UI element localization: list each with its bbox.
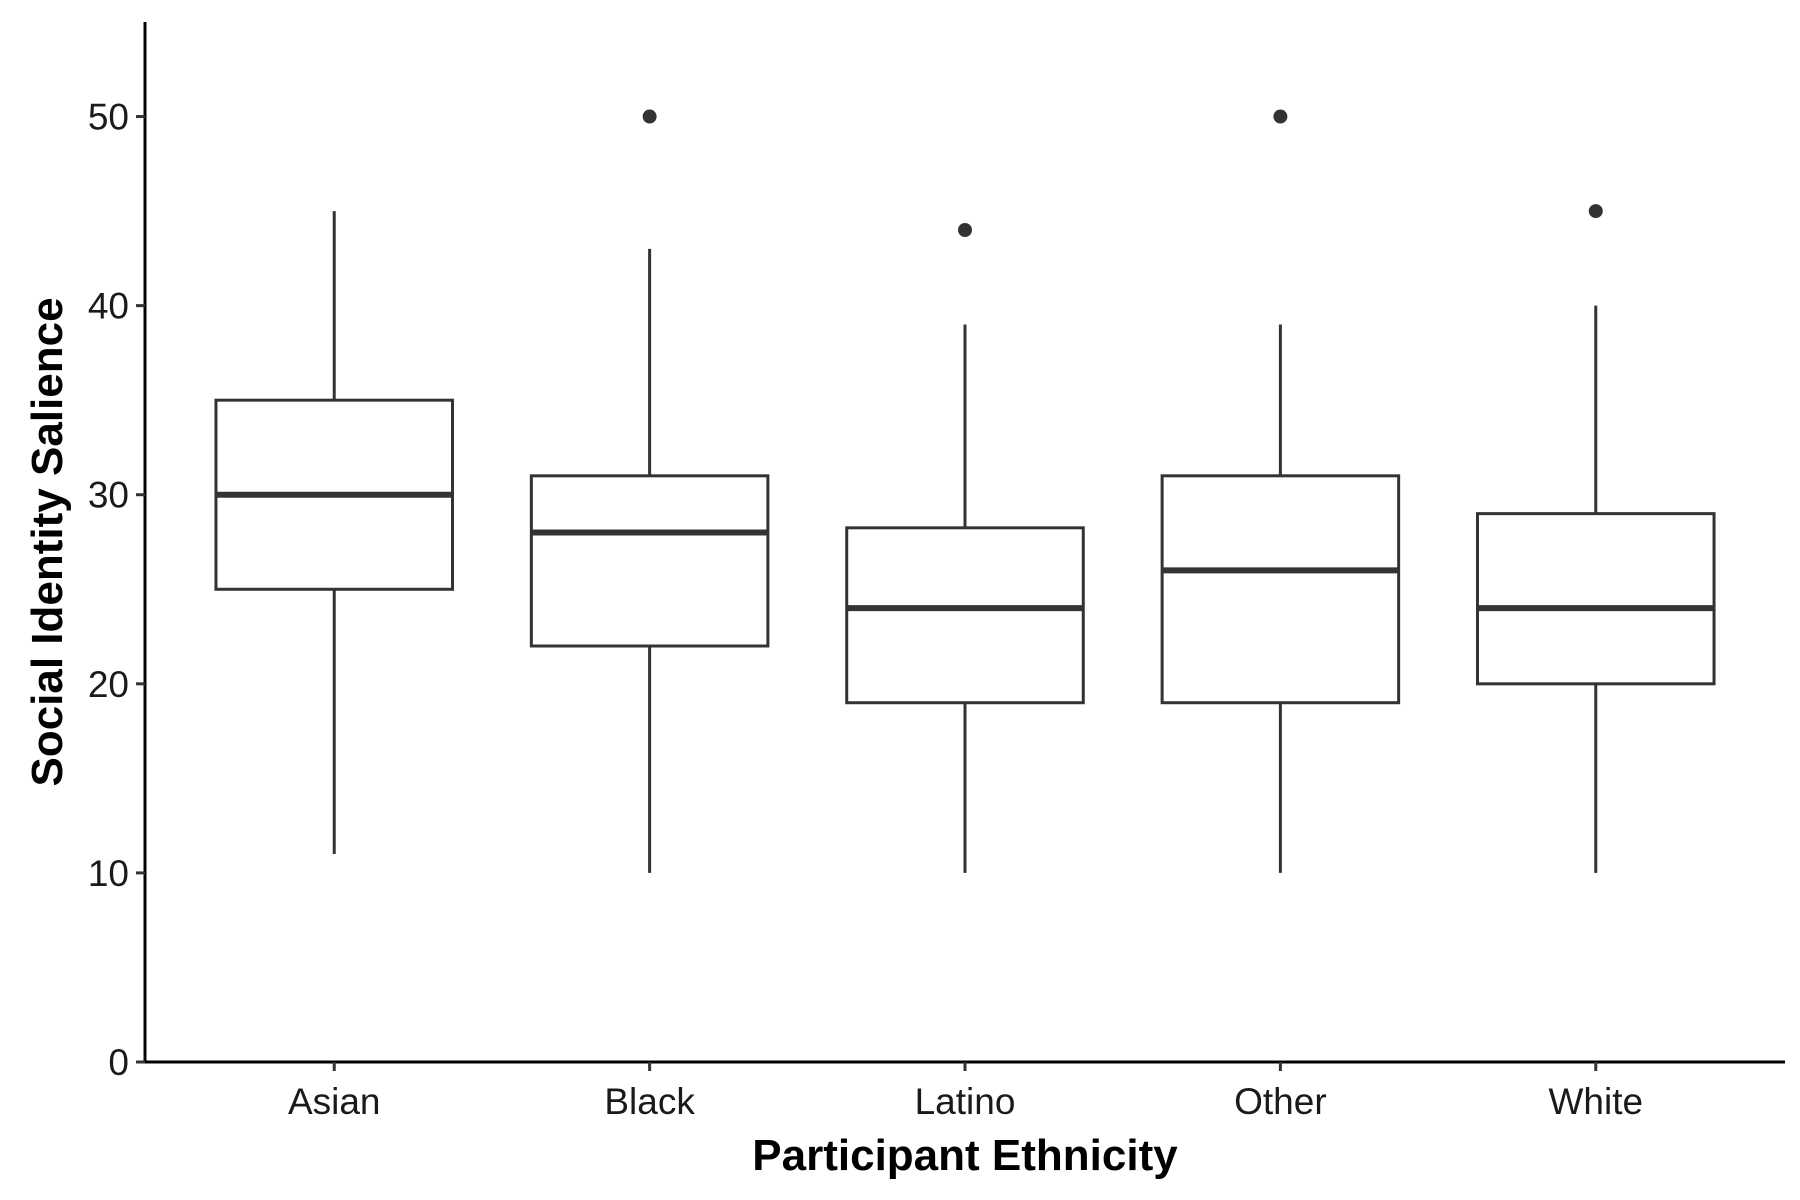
- y-tick-label: 40: [88, 286, 129, 327]
- box: [1160, 474, 1401, 705]
- y-tick-label: 10: [88, 853, 129, 894]
- y-tick-label: 50: [88, 97, 129, 138]
- y-axis-title: Social Identity Salience: [23, 297, 72, 786]
- box-group-other: [1160, 109, 1401, 873]
- x-tick-label: Black: [604, 1081, 695, 1122]
- box-group-black: [529, 109, 770, 873]
- box-group-white: [1476, 204, 1716, 873]
- x-tick-label: Other: [1234, 1081, 1327, 1122]
- outlier-point: [1273, 109, 1288, 124]
- plot-marks: [214, 109, 1716, 873]
- box: [845, 526, 1085, 705]
- x-tick-label: White: [1548, 1081, 1643, 1122]
- x-tick-label: Latino: [915, 1081, 1016, 1122]
- box: [529, 474, 770, 648]
- box: [1476, 512, 1716, 686]
- y-tick-label: 20: [88, 664, 129, 705]
- outlier-point: [958, 223, 972, 237]
- box-group-asian: [214, 211, 454, 854]
- box-group-latino: [845, 223, 1085, 873]
- y-tick-label: 0: [108, 1042, 129, 1083]
- outlier-point: [1588, 204, 1603, 219]
- axes: 0 10 20 30 40 50 Asian Black Latino Other White: [88, 22, 1785, 1122]
- outlier-point: [642, 109, 657, 124]
- x-tick-label: Asian: [288, 1081, 381, 1122]
- y-tick-label: 30: [88, 475, 129, 516]
- x-axis-title: Participant Ethnicity: [752, 1131, 1178, 1180]
